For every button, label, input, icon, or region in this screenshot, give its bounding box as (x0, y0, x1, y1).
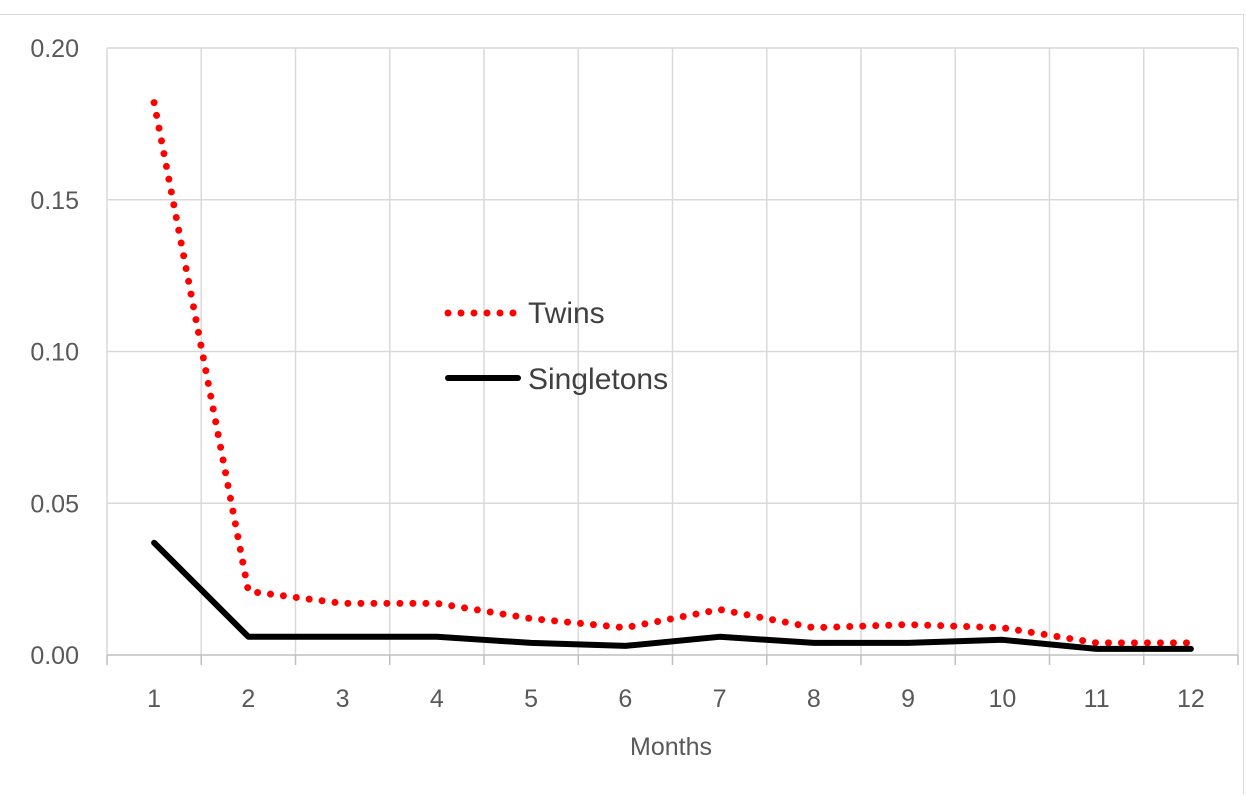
x-tick-label: 4 (430, 685, 444, 713)
legend-label-twins: Twins (528, 297, 605, 330)
chart-frame (0, 14, 1244, 794)
x-tick-label: 6 (618, 685, 632, 713)
series-line-singletons (151, 539, 1194, 652)
y-tick-label: 0.10 (30, 339, 79, 367)
x-tick-label: 7 (713, 685, 727, 713)
x-tick-label: 3 (336, 685, 350, 713)
series-line-twins (150, 99, 1195, 647)
x-tick-label: 12 (1177, 685, 1205, 713)
x-tick-label: 5 (524, 685, 538, 713)
x-tick-label: 8 (807, 685, 821, 713)
y-tick-label: 0.05 (30, 490, 79, 518)
x-axis-title: Months (630, 733, 712, 761)
legend-label-singletons: Singletons (528, 363, 668, 396)
x-tick-label: 2 (241, 685, 255, 713)
grid-lines (106, 47, 1239, 655)
x-tick-label: 10 (988, 685, 1016, 713)
y-tick-label: 0.00 (30, 642, 79, 670)
x-tick-label: 11 (1084, 685, 1110, 713)
tick-labels: 0.000.050.100.150.201 2 3 4 5 6 7 8 9 10 11 12 (30, 35, 1204, 713)
axes (106, 654, 1239, 665)
y-tick-label: 0.20 (30, 35, 79, 63)
legend: Twins Singletons (444, 297, 668, 396)
x-tick-label: 1 (147, 685, 161, 713)
series-lines (150, 99, 1195, 652)
x-tick-label: 9 (901, 685, 915, 713)
y-tick-label: 0.15 (30, 187, 79, 215)
